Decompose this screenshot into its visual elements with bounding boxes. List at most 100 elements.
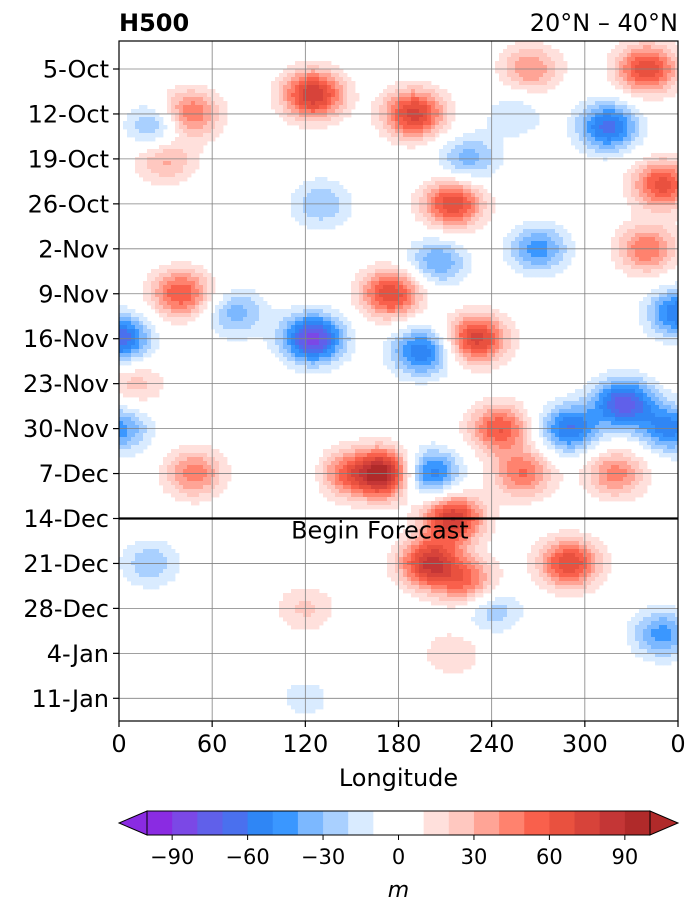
heatmap-cell	[471, 161, 476, 166]
heatmap-cell	[475, 141, 480, 146]
heatmap-cell	[471, 361, 476, 366]
heatmap-cell	[287, 361, 292, 366]
heatmap-cell	[487, 121, 492, 126]
heatmap-cell	[427, 361, 432, 366]
heatmap-cell	[411, 297, 416, 302]
heatmap-cell	[247, 333, 252, 338]
heatmap-cell	[163, 277, 168, 282]
heatmap-cell	[623, 133, 628, 138]
heatmap-cell	[279, 81, 284, 86]
heatmap-cell	[179, 289, 184, 294]
heatmap-cell	[551, 257, 556, 262]
heatmap-cell	[639, 265, 644, 270]
heatmap-cell	[431, 333, 436, 338]
heatmap-cell	[527, 61, 532, 66]
heatmap-cell	[147, 341, 152, 346]
heatmap-cell	[603, 129, 608, 134]
heatmap-cell	[143, 345, 148, 350]
heatmap-cell	[439, 357, 444, 362]
heatmap-cell	[667, 217, 672, 222]
heatmap-cell	[515, 61, 520, 66]
heatmap-cell	[359, 269, 364, 274]
heatmap-cell	[211, 129, 216, 134]
heatmap-cell	[291, 81, 296, 86]
heatmap-cell	[451, 117, 456, 122]
heatmap-cell	[343, 341, 348, 346]
heatmap-cell	[139, 129, 144, 134]
heatmap-cell	[627, 225, 632, 230]
heatmap-cell	[431, 221, 436, 226]
heatmap-cell	[623, 265, 628, 270]
heatmap-cell	[463, 169, 468, 174]
heatmap-cell	[607, 77, 612, 82]
heatmap-cell	[403, 297, 408, 302]
heatmap-cell	[479, 341, 484, 346]
heatmap-cell	[267, 345, 272, 350]
heatmap-cell	[375, 277, 380, 282]
heatmap-cell	[279, 325, 284, 330]
heatmap-cell	[615, 77, 620, 82]
heatmap-cell	[479, 169, 484, 174]
heatmap-cell	[563, 245, 568, 250]
heatmap-cell	[411, 257, 416, 262]
heatmap-cell	[167, 281, 172, 286]
heatmap-cell	[555, 225, 560, 230]
heatmap-cell	[483, 357, 488, 362]
heatmap-cell	[371, 273, 376, 278]
heatmap-cell	[503, 353, 508, 358]
heatmap-cell	[479, 409, 484, 414]
heatmap-cell	[247, 289, 252, 294]
heatmap-cell	[343, 101, 348, 106]
heatmap-cell	[491, 141, 496, 146]
heatmap-cell	[419, 309, 424, 314]
heatmap-cell	[647, 225, 652, 230]
heatmap-cell	[431, 125, 436, 130]
heatmap-cell	[431, 253, 436, 258]
heatmap-cell	[535, 113, 540, 118]
heatmap-cell	[235, 297, 240, 302]
heatmap-cell	[623, 261, 628, 266]
heatmap-cell	[279, 317, 284, 322]
heatmap-cell	[671, 205, 676, 210]
heatmap-cell	[511, 129, 516, 134]
heatmap-cell	[151, 289, 156, 294]
heatmap-cell	[599, 385, 604, 390]
heatmap-cell	[635, 269, 640, 274]
heatmap-cell	[655, 185, 660, 190]
heatmap-cell	[671, 409, 676, 414]
heatmap-cell	[563, 405, 568, 410]
heatmap-cell	[335, 181, 340, 186]
heatmap-cell	[479, 193, 484, 198]
heatmap-cell	[455, 153, 460, 158]
heatmap-cell	[415, 109, 420, 114]
heatmap-cell	[247, 301, 252, 306]
heatmap-cell	[503, 329, 508, 334]
heatmap-cell	[439, 241, 444, 246]
heatmap-cell	[475, 333, 480, 338]
heatmap-cell	[279, 333, 284, 338]
heatmap-cell	[547, 57, 552, 62]
heatmap-cell	[603, 101, 608, 106]
heatmap-cell	[275, 109, 280, 114]
heatmap-cell	[511, 69, 516, 74]
heatmap-cell	[287, 73, 292, 78]
heatmap-cell	[327, 369, 332, 374]
heatmap-cell	[615, 153, 620, 158]
heatmap-cell	[311, 325, 316, 330]
heatmap-cell	[667, 245, 672, 250]
heatmap-cell	[491, 197, 496, 202]
heatmap-cell	[207, 293, 212, 298]
heatmap-cell	[571, 253, 576, 258]
heatmap-cell	[503, 401, 508, 406]
heatmap-cell	[495, 165, 500, 170]
heatmap-cell	[675, 313, 678, 318]
heatmap-cell	[643, 225, 648, 230]
heatmap-cell	[435, 349, 440, 354]
heatmap-cell	[631, 409, 636, 414]
heatmap-cell	[331, 185, 336, 190]
heatmap-cell	[275, 345, 280, 350]
heatmap-cell	[319, 361, 324, 366]
heatmap-cell	[639, 161, 644, 166]
heatmap-cell	[643, 233, 648, 238]
heatmap-cell	[131, 353, 136, 358]
